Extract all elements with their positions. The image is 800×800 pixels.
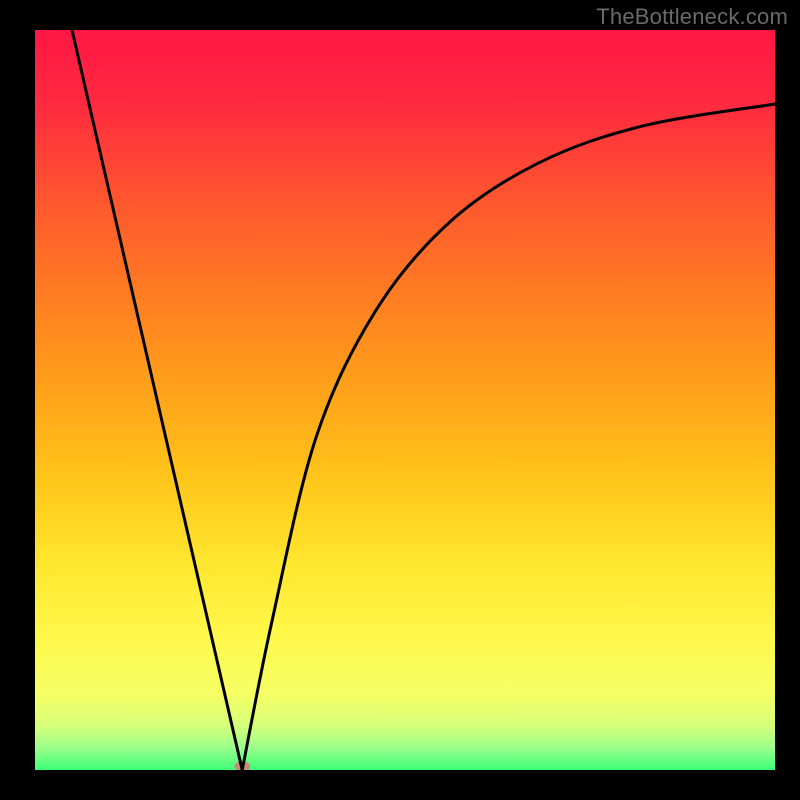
plot-background bbox=[35, 30, 775, 770]
bottleneck-chart bbox=[0, 0, 800, 800]
frame-right bbox=[775, 0, 800, 800]
frame-left bbox=[0, 0, 35, 800]
chart-container: TheBottleneck.com bbox=[0, 0, 800, 800]
frame-bottom bbox=[0, 770, 800, 800]
watermark-text: TheBottleneck.com bbox=[596, 4, 788, 30]
